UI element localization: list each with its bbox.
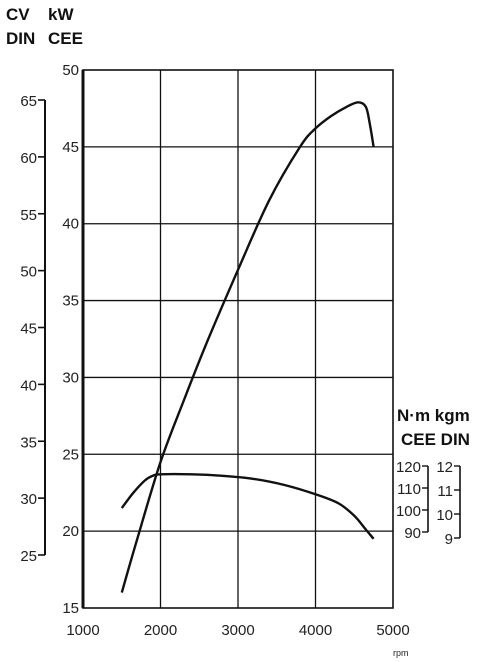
cv-tick-label: 50 bbox=[20, 264, 37, 281]
x-tick-label: 4000 bbox=[299, 622, 332, 639]
cv-tick-label: 30 bbox=[20, 491, 37, 508]
cv-header-label: CV bbox=[6, 5, 30, 24]
x-tick-label: 3000 bbox=[221, 622, 254, 639]
cv-din-header: CV DIN bbox=[6, 5, 35, 48]
x-tick-label: 1000 bbox=[66, 622, 99, 639]
x-axis: 1000 2000 3000 4000 5000 bbox=[66, 622, 409, 639]
series-line-2 bbox=[120, 472, 375, 540]
kgm-tick-label: 9 bbox=[445, 531, 453, 548]
kw-tick-label: 15 bbox=[62, 600, 79, 617]
kw-tick-label: 40 bbox=[62, 216, 79, 233]
kw-tick-label: 25 bbox=[62, 446, 79, 463]
grid bbox=[81, 69, 394, 609]
cv-tick-label: 55 bbox=[20, 207, 37, 224]
cv-tick-label: 35 bbox=[20, 434, 37, 451]
kw-axis: 15 20 25 30 35 40 45 50 bbox=[62, 62, 79, 617]
cv-tick-label: 65 bbox=[20, 93, 37, 110]
nm-tick-label: 120 bbox=[396, 459, 421, 476]
cv-tick-label: 40 bbox=[20, 377, 37, 394]
torque-axes: 120 110 100 90 12 11 10 9 bbox=[396, 459, 461, 548]
cv-din-axis: 25 30 35 40 45 50 55 60 65 bbox=[20, 93, 46, 565]
cv-tick-label: 45 bbox=[20, 321, 37, 338]
kw-tick-label: 20 bbox=[62, 523, 79, 540]
curves bbox=[120, 101, 375, 593]
kw-cee-header: kW CEE bbox=[48, 5, 83, 48]
cee-din-header-label: CEE DIN bbox=[401, 430, 470, 449]
nm-kgm-header-label: N·m kgm bbox=[397, 406, 470, 425]
kw-tick-label: 30 bbox=[62, 369, 79, 386]
series-line-1 bbox=[120, 101, 375, 593]
torque-header: N·m kgm CEE DIN bbox=[397, 406, 470, 449]
nm-tick-label: 110 bbox=[397, 481, 421, 498]
nm-tick-label: 100 bbox=[396, 503, 421, 520]
x-axis-unit-label: rpm bbox=[393, 648, 409, 658]
kw-tick-label: 50 bbox=[62, 62, 79, 79]
nm-tick-label: 90 bbox=[404, 525, 421, 542]
cee-header-label: CEE bbox=[48, 29, 83, 48]
kgm-tick-label: 10 bbox=[436, 507, 453, 524]
cv-tick-label: 60 bbox=[20, 150, 37, 167]
kgm-tick-label: 12 bbox=[436, 459, 453, 476]
din-header-label: DIN bbox=[6, 29, 35, 48]
kw-tick-label: 45 bbox=[62, 139, 79, 156]
kgm-tick-label: 11 bbox=[437, 483, 453, 500]
cv-tick-label: 25 bbox=[20, 548, 37, 565]
x-tick-label: 2000 bbox=[144, 622, 177, 639]
kw-tick-label: 35 bbox=[62, 293, 79, 310]
kw-header-label: kW bbox=[48, 5, 74, 24]
x-tick-label: 5000 bbox=[376, 622, 409, 639]
